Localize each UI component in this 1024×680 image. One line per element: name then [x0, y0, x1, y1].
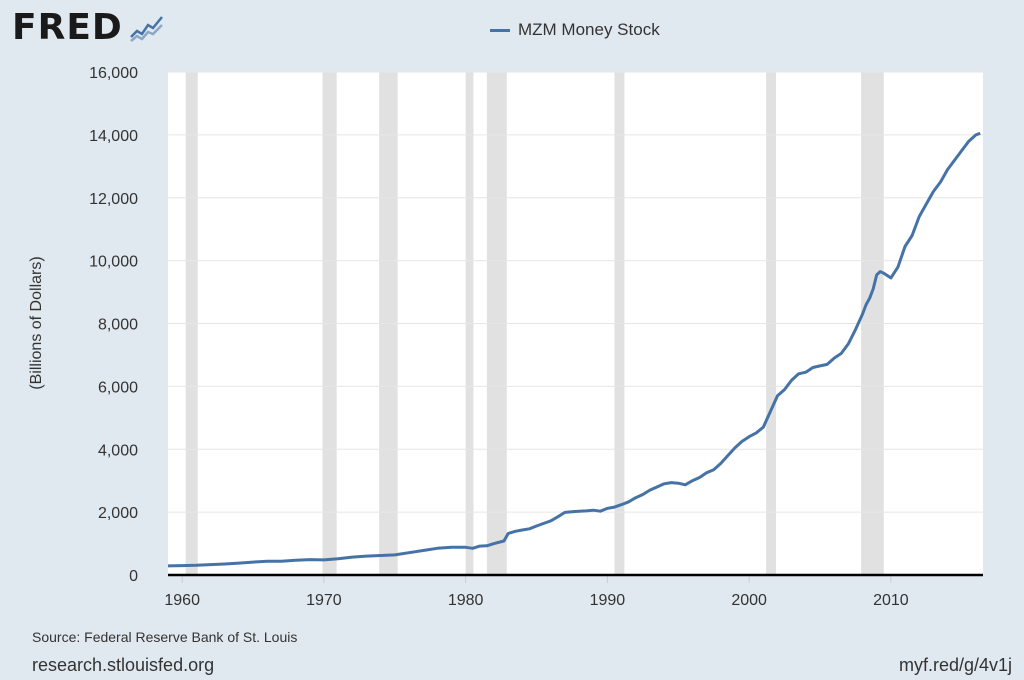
- x-axis-ticks: 1960 1970 1980 1990 2000 2010: [164, 575, 909, 609]
- y-tick-label: 14,000: [89, 128, 138, 145]
- x-tick-label: 1960: [164, 592, 200, 609]
- x-tick-label: 1980: [448, 592, 484, 609]
- site-link[interactable]: research.stlouisfed.org: [32, 655, 215, 675]
- y-tick-label: 2,000: [98, 505, 138, 522]
- short-url-link[interactable]: myf.red/g/4v1j: [898, 655, 1012, 675]
- x-tick-label: 2000: [731, 592, 767, 609]
- y-tick-label: 0: [129, 568, 138, 585]
- line-chart: 0 2,000 4,000 6,000 8,000 10,000 12,000 14,000 1…: [28, 65, 983, 609]
- x-tick-label: 1970: [306, 592, 342, 609]
- line-chart-icon: [128, 13, 165, 43]
- y-tick-label: 4,000: [98, 442, 138, 459]
- fred-logo[interactable]: FRED: [12, 8, 165, 48]
- y-tick-label: 12,000: [89, 191, 138, 208]
- x-tick-label: 2010: [873, 592, 909, 609]
- chart-legend: MZM Money Stock: [490, 20, 660, 40]
- source-note: Source: Federal Reserve Bank of St. Loui…: [32, 629, 298, 645]
- y-axis-ticks: 0 2,000 4,000 6,000 8,000 10,000 12,000 14,000 1…: [89, 65, 138, 585]
- legend-label: MZM Money Stock: [518, 20, 660, 39]
- legend-swatch: [490, 28, 510, 32]
- fred-logo-text: FRED: [12, 7, 123, 48]
- y-tick-label: 6,000: [98, 379, 138, 396]
- y-tick-label: 10,000: [89, 254, 138, 271]
- y-tick-label: 8,000: [98, 317, 138, 334]
- y-axis-label: (Billions of Dollars): [28, 256, 45, 389]
- y-tick-label: 16,000: [89, 65, 138, 82]
- x-tick-label: 1990: [590, 592, 626, 609]
- series-line-mzm-money-stock: [167, 131, 981, 568]
